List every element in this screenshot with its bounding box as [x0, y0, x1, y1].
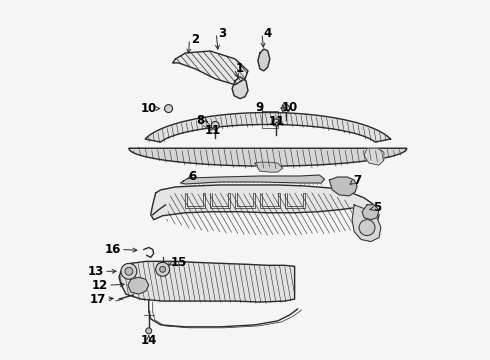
Text: 10: 10: [282, 101, 298, 114]
Text: 13: 13: [88, 265, 104, 278]
Text: 3: 3: [218, 27, 226, 40]
Text: 1: 1: [236, 62, 244, 75]
Polygon shape: [255, 162, 283, 172]
Circle shape: [121, 264, 137, 279]
Text: 2: 2: [191, 33, 199, 46]
Polygon shape: [232, 77, 248, 99]
Polygon shape: [362, 205, 379, 220]
Circle shape: [146, 328, 152, 334]
Text: 10: 10: [141, 102, 157, 115]
Circle shape: [272, 119, 279, 126]
Polygon shape: [352, 205, 381, 242]
Circle shape: [282, 105, 290, 113]
Circle shape: [211, 121, 219, 129]
Circle shape: [156, 262, 170, 276]
Polygon shape: [151, 185, 379, 235]
Text: 5: 5: [373, 201, 381, 214]
Circle shape: [125, 267, 133, 275]
Circle shape: [165, 105, 172, 113]
Text: 16: 16: [105, 243, 121, 256]
Text: 8: 8: [196, 114, 204, 127]
Polygon shape: [258, 49, 270, 71]
Text: 15: 15: [171, 256, 187, 269]
Text: 4: 4: [264, 27, 272, 40]
Circle shape: [160, 266, 166, 272]
Polygon shape: [172, 51, 248, 85]
Polygon shape: [364, 148, 384, 165]
Text: 17: 17: [90, 293, 106, 306]
Text: 11: 11: [205, 124, 221, 137]
Text: 9: 9: [256, 101, 264, 114]
Text: 7: 7: [353, 175, 361, 188]
Polygon shape: [119, 261, 294, 302]
Text: 14: 14: [141, 334, 157, 347]
Text: 12: 12: [92, 279, 108, 292]
Polygon shape: [128, 277, 149, 294]
Polygon shape: [329, 177, 357, 196]
Polygon shape: [129, 148, 407, 166]
Circle shape: [359, 220, 375, 235]
Polygon shape: [180, 175, 324, 184]
Polygon shape: [145, 113, 391, 142]
Text: 11: 11: [269, 115, 285, 128]
Text: 6: 6: [188, 170, 196, 183]
Bar: [262, 111, 278, 129]
